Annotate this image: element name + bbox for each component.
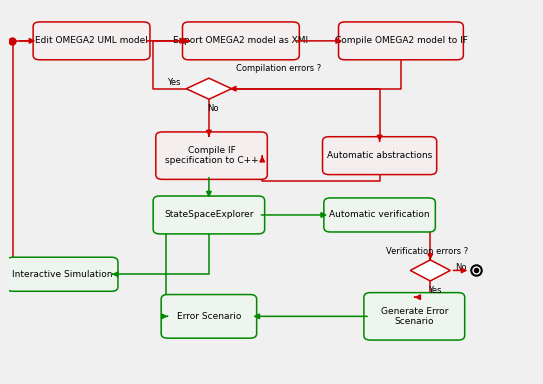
Text: Yes: Yes — [167, 78, 181, 88]
Text: Verification errors ?: Verification errors ? — [387, 247, 469, 256]
FancyBboxPatch shape — [33, 22, 150, 60]
FancyBboxPatch shape — [161, 295, 257, 338]
FancyBboxPatch shape — [324, 198, 435, 232]
Polygon shape — [411, 260, 450, 281]
FancyBboxPatch shape — [182, 22, 299, 60]
Polygon shape — [186, 78, 231, 99]
FancyBboxPatch shape — [7, 257, 118, 291]
Text: Automatic abstractions: Automatic abstractions — [327, 151, 432, 160]
Text: Edit OMEGA2 UML model: Edit OMEGA2 UML model — [35, 36, 148, 45]
FancyBboxPatch shape — [156, 132, 267, 179]
FancyBboxPatch shape — [364, 293, 465, 340]
Text: Error Scenario: Error Scenario — [176, 312, 241, 321]
Text: Compile OMEGA2 model to IF: Compile OMEGA2 model to IF — [334, 36, 468, 45]
FancyBboxPatch shape — [338, 22, 463, 60]
Text: Yes: Yes — [428, 286, 441, 295]
Text: Interactive Simulation: Interactive Simulation — [12, 270, 112, 279]
Text: Automatic verification: Automatic verification — [329, 210, 430, 220]
Text: Compile IF
specification to C++: Compile IF specification to C++ — [165, 146, 258, 166]
FancyBboxPatch shape — [153, 196, 264, 234]
FancyBboxPatch shape — [323, 137, 437, 175]
Text: Compilation errors ?: Compilation errors ? — [236, 65, 321, 73]
Text: StateSpaceExplorer: StateSpaceExplorer — [164, 210, 254, 220]
Text: No: No — [207, 104, 219, 113]
Text: No: No — [456, 263, 467, 272]
Text: Generate Error
Scenario: Generate Error Scenario — [381, 307, 448, 326]
Text: Export OMEGA2 model as XMI: Export OMEGA2 model as XMI — [173, 36, 308, 45]
